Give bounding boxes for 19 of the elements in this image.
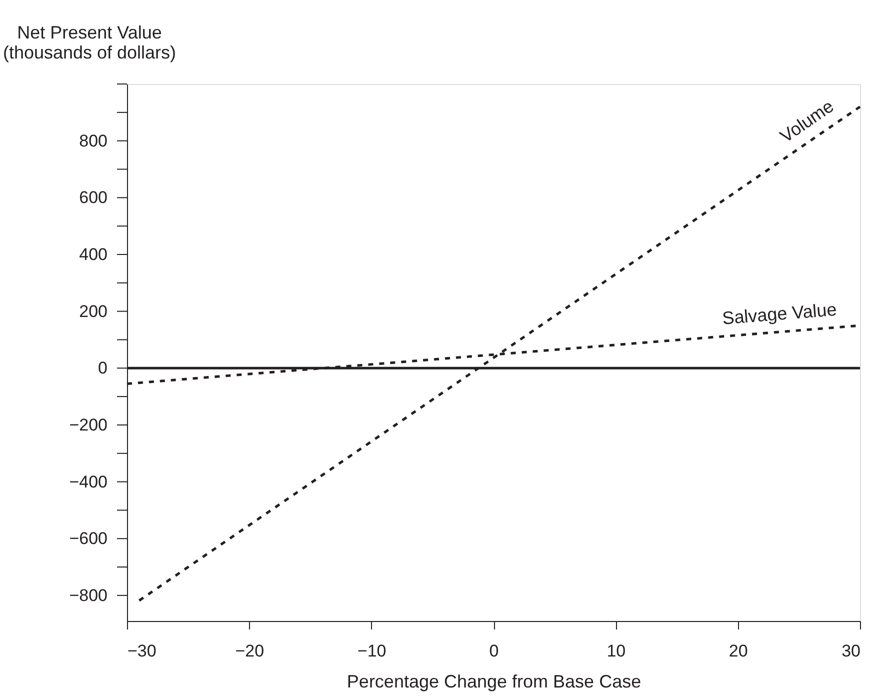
- y-tick-label: −200: [69, 415, 108, 434]
- x-tick-label: 20: [728, 642, 748, 660]
- x-tick-label: −30: [128, 642, 156, 660]
- y-tick-label: 600: [79, 188, 108, 208]
- y-tick-label: −800: [69, 586, 108, 605]
- x-tick-label: 30: [842, 642, 860, 660]
- y-tick-label: −600: [69, 529, 108, 548]
- x-axis-title: Percentage Change from Base Case: [346, 672, 642, 692]
- series-label: Salvage Value: [721, 299, 838, 328]
- y-tick-label: 0: [98, 358, 108, 378]
- y-tick-label: 800: [79, 131, 108, 150]
- y-tick-label: 200: [79, 302, 108, 321]
- y-tick-label: 400: [79, 244, 108, 264]
- y-tick-label: −400: [69, 472, 108, 492]
- x-tick-label: 0: [489, 642, 499, 660]
- y-axis-title: Net Present Value (thousands of dollars): [2, 22, 176, 62]
- x-tick-label: 10: [606, 642, 626, 660]
- x-tick-label: −20: [235, 642, 264, 660]
- x-tick-label: −10: [357, 642, 386, 660]
